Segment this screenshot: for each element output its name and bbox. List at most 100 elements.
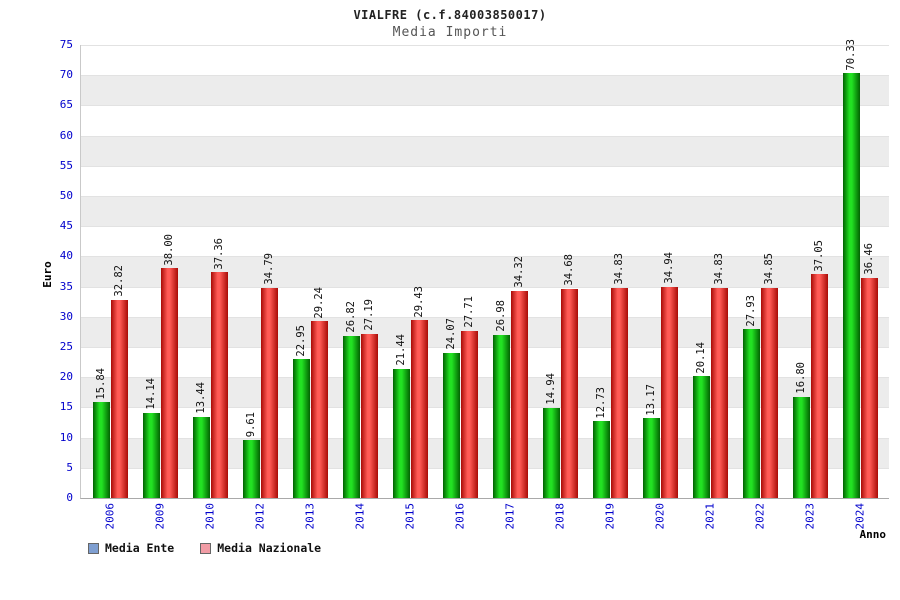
x-tick-label-2009: 2009 xyxy=(153,503,167,530)
bar-group-2012: 9.61 34.79 2012 xyxy=(242,45,278,530)
bar-media-ente-2013: 22.95 xyxy=(292,325,310,498)
bar-media-ente-2014: 26.82 xyxy=(342,301,360,498)
y-tick-label: 45 xyxy=(59,219,73,233)
grid-band xyxy=(81,105,889,136)
grid-band xyxy=(81,226,889,257)
bar-value-label: 22.95 xyxy=(294,324,307,357)
bar-media-ente-2022: 27.93 xyxy=(742,295,760,498)
x-tick-label-2012: 2012 xyxy=(253,503,267,530)
bar-value-label: 26.98 xyxy=(494,300,507,333)
y-tick-label: 60 xyxy=(59,128,73,142)
bar-group-2010: 13.44 37.36 2010 xyxy=(192,45,228,530)
bar-media-nazionale-2016: 27.71 xyxy=(460,296,478,498)
y-tick-label: 30 xyxy=(59,309,73,323)
y-tick-label: 15 xyxy=(59,400,73,414)
y-tick-label: 5 xyxy=(66,460,73,474)
bar-value-label: 36.46 xyxy=(862,243,875,275)
x-tick-label-2006: 2006 xyxy=(103,503,117,530)
bar-value-label: 27.19 xyxy=(362,299,375,331)
y-tick-label: 35 xyxy=(59,279,73,293)
bar-group-2021: 20.14 34.83 2021 xyxy=(692,45,728,530)
bar-group-2017: 26.98 34.32 2017 xyxy=(492,45,528,530)
x-tick-label-2024: 2024 xyxy=(853,503,867,530)
bar-value-label: 29.24 xyxy=(312,286,325,319)
legend-item-media-ente: Media Ente xyxy=(88,541,174,555)
bar-value-label: 27.93 xyxy=(744,294,757,327)
grid-band xyxy=(81,135,889,166)
legend-swatch-media-ente xyxy=(88,542,99,554)
bar-value-label: 12.73 xyxy=(594,386,607,419)
bar-value-label: 38.00 xyxy=(162,233,175,266)
legend-label-media-ente: Media Ente xyxy=(105,541,175,555)
bar-value-label: 15.84 xyxy=(94,367,107,400)
y-tick-label: 10 xyxy=(59,430,73,444)
bar-media-ente-2006: 15.84 xyxy=(92,368,110,498)
bar-media-ente-2010: 13.44 xyxy=(192,382,210,498)
bar-value-label: 34.79 xyxy=(262,253,275,285)
bar-value-label: 37.36 xyxy=(212,237,225,270)
bar-media-nazionale-2022: 34.85 xyxy=(760,253,778,498)
y-tick-label: 25 xyxy=(59,340,73,354)
y-tick-label: 70 xyxy=(59,68,73,82)
bar-group-2006: 15.84 32.82 2006 xyxy=(92,45,128,530)
bar-value-label: 9.61 xyxy=(244,411,257,437)
bar-value-label: 34.32 xyxy=(512,256,525,288)
bar-groups: 15.84 32.82 2006 14.14 38.00 2009 13.44 37.36 20… xyxy=(81,39,889,530)
bar-media-ente-2009: 14.14 xyxy=(142,378,160,498)
bar-value-label: 70.33 xyxy=(844,38,857,71)
x-tick-label-2013: 2013 xyxy=(303,503,317,530)
bar-value-label: 34.83 xyxy=(712,253,725,285)
bar-value-label: 24.07 xyxy=(444,318,457,350)
y-tick-label: 20 xyxy=(59,370,73,384)
bar-group-2013: 22.95 29.24 2013 xyxy=(292,45,328,530)
bar-media-nazionale-2010: 37.36 xyxy=(210,238,228,498)
legend-swatch-media-nazionale xyxy=(200,542,212,554)
bar-value-label: 21.44 xyxy=(394,333,407,366)
bar-media-nazionale-2020: 34.94 xyxy=(660,252,678,498)
x-tick-label-2016: 2016 xyxy=(453,503,467,530)
bar-value-label: 32.82 xyxy=(112,265,125,297)
grid-band xyxy=(81,45,889,76)
bar-group-2023: 16.80 37.05 2023 xyxy=(792,45,828,530)
bar-media-ente-2016: 24.07 xyxy=(442,318,460,498)
x-tick-label-2015: 2015 xyxy=(403,503,417,530)
bar-media-nazionale-2006: 32.82 xyxy=(110,265,128,498)
chart-subtitle: Media Importi xyxy=(392,25,508,40)
x-tick-label-2021: 2021 xyxy=(703,503,717,530)
grid-band xyxy=(81,75,889,106)
bar-value-label: 34.83 xyxy=(612,253,625,285)
bar-group-2014: 26.82 27.19 2014 xyxy=(342,45,378,530)
grid-band xyxy=(81,196,889,227)
x-tick-label-2017: 2017 xyxy=(503,503,517,530)
bar-value-label: 14.14 xyxy=(144,378,157,410)
bar-media-nazionale-2019: 34.83 xyxy=(610,253,628,498)
bar-media-ente-2018: 14.94 xyxy=(542,373,560,498)
bar-value-label: 14.94 xyxy=(544,373,557,405)
y-tick-label: 50 xyxy=(59,189,73,203)
bar-group-2018: 14.94 34.68 2018 xyxy=(542,45,578,530)
bar-media-nazionale-2018: 34.68 xyxy=(560,254,578,498)
bar-group-2016: 24.07 27.71 2016 xyxy=(442,45,478,530)
bar-media-nazionale-2012: 34.79 xyxy=(260,253,278,498)
bar-value-label: 37.05 xyxy=(812,239,825,272)
bar-group-2020: 13.17 34.94 2020 xyxy=(642,45,678,530)
bar-media-ente-2024: 70.33 xyxy=(842,39,860,498)
bar-value-label: 29.43 xyxy=(412,285,425,318)
x-tick-label-2022: 2022 xyxy=(753,503,767,530)
bar-media-nazionale-2014: 27.19 xyxy=(360,299,378,498)
legend: Media Ente Media Nazionale xyxy=(88,541,321,555)
bar-value-label: 13.17 xyxy=(644,383,657,416)
bar-media-ente-2023: 16.80 xyxy=(792,362,810,498)
bar-group-2019: 12.73 34.83 2019 xyxy=(592,45,628,530)
chart-title: VIALFRE (c.f.84003850017) xyxy=(353,8,547,22)
bar-media-nazionale-2013: 29.24 xyxy=(310,287,328,498)
y-tick-label: 65 xyxy=(59,98,73,112)
y-tick-label: 40 xyxy=(59,249,73,263)
bar-media-nazionale-2017: 34.32 xyxy=(510,256,528,498)
bar-media-ente-2019: 12.73 xyxy=(592,387,610,498)
bar-group-2009: 14.14 38.00 2009 xyxy=(142,45,178,530)
bar-value-label: 34.85 xyxy=(762,252,775,285)
bar-value-label: 20.14 xyxy=(694,341,707,374)
x-tick-label-2010: 2010 xyxy=(203,503,217,530)
bar-value-label: 16.80 xyxy=(794,361,807,394)
